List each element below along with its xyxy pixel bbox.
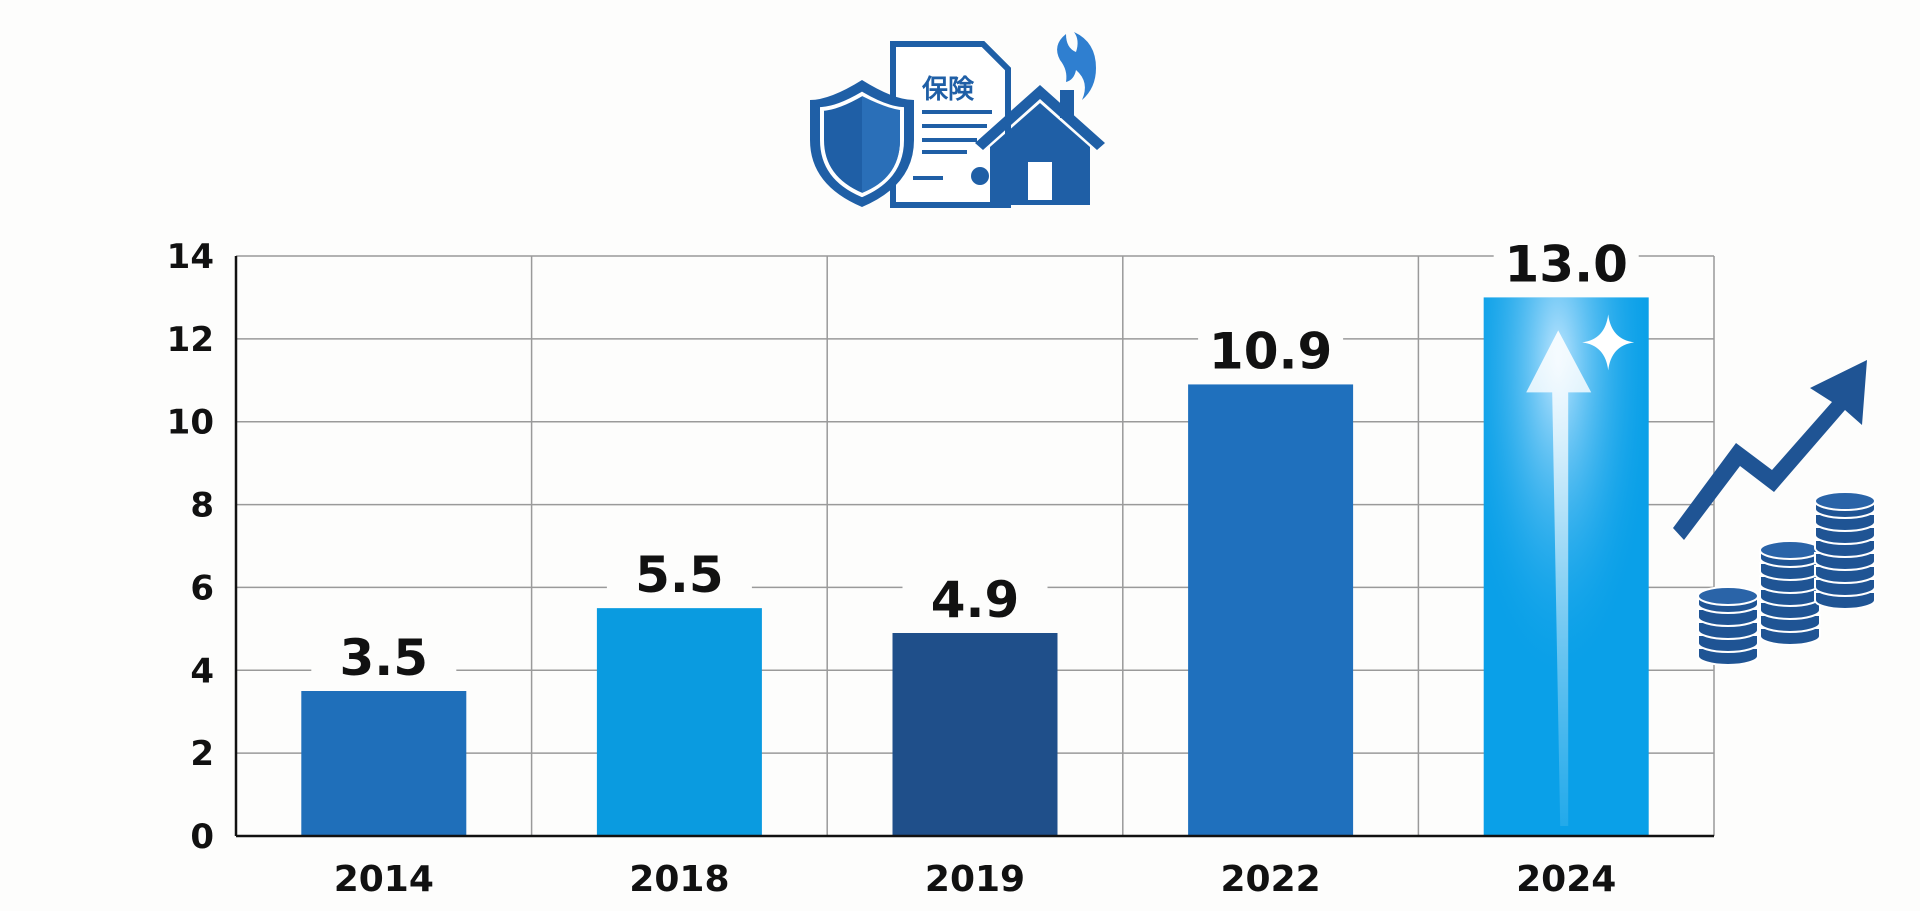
- bar-2014: [301, 691, 467, 836]
- y-tick-label: 6: [190, 568, 214, 608]
- gridlines: [236, 255, 1715, 836]
- coin: [1814, 591, 1876, 610]
- insurance-document-icon: 保険: [890, 41, 1011, 208]
- bar-2019: [892, 633, 1058, 836]
- shield-icon: [810, 80, 914, 207]
- house-on-fire-icon: [975, 32, 1105, 205]
- x-tick-label: 2018: [629, 859, 729, 900]
- coin: [1814, 513, 1876, 532]
- data-label: 5.5: [635, 546, 724, 604]
- growth-illustration: [1673, 360, 1876, 666]
- insurance-illustration: 保険: [810, 32, 1105, 208]
- x-tick-label: 2019: [925, 859, 1025, 900]
- rising-trend-arrow-icon: [1673, 360, 1867, 540]
- y-tick-label: 14: [167, 237, 214, 277]
- coin: [1814, 526, 1876, 545]
- data-label: 10.9: [1209, 322, 1332, 380]
- data-label: 4.9: [931, 571, 1020, 629]
- axes: [234, 256, 1714, 838]
- coin: [1697, 621, 1759, 640]
- x-tick-label: 2022: [1220, 859, 1320, 900]
- data-label-background: [1493, 235, 1639, 288]
- data-label-background: [311, 629, 457, 681]
- coin: [1759, 601, 1821, 620]
- data-label: 13.0: [1505, 235, 1628, 293]
- coin-top: [1814, 491, 1876, 511]
- data-label-background: [606, 546, 752, 599]
- y-tick-label: 8: [190, 486, 214, 526]
- coin-top: [1759, 540, 1821, 560]
- coin: [1697, 608, 1759, 627]
- document-text: 保険: [921, 74, 975, 105]
- coin: [1697, 647, 1759, 666]
- x-tick-label: 2024: [1516, 859, 1616, 900]
- sparkle-icon: [1582, 314, 1635, 371]
- y-tick-label: 4: [190, 651, 214, 691]
- bar-2022: [1188, 384, 1354, 836]
- data-label-background: [1198, 322, 1344, 375]
- coin: [1814, 578, 1876, 597]
- y-tick-label: 0: [190, 817, 214, 857]
- coin: [1759, 614, 1821, 633]
- coin: [1697, 634, 1759, 653]
- data-label: 3.5: [340, 629, 429, 687]
- x-tick-label: 2014: [334, 859, 434, 900]
- data-label-background: [902, 571, 1048, 623]
- coin: [1814, 539, 1876, 558]
- coin: [1814, 552, 1876, 571]
- upward-arrow-icon: [1526, 330, 1592, 826]
- coin: [1759, 627, 1821, 646]
- coin-stacks-icon: [1697, 491, 1876, 666]
- labels: 0 2 4 6 8 10 12 14 3.5 2014 5.5 2018 4.9 2019 10.9 2022…: [167, 235, 1628, 900]
- y-tick-label: 10: [167, 403, 214, 443]
- coin-top: [1697, 586, 1759, 606]
- y-tick-label: 2: [190, 734, 214, 774]
- coin: [1814, 565, 1876, 584]
- y-tick-label: 12: [167, 320, 214, 360]
- bar-2018: [596, 608, 762, 836]
- bars: [301, 235, 1649, 836]
